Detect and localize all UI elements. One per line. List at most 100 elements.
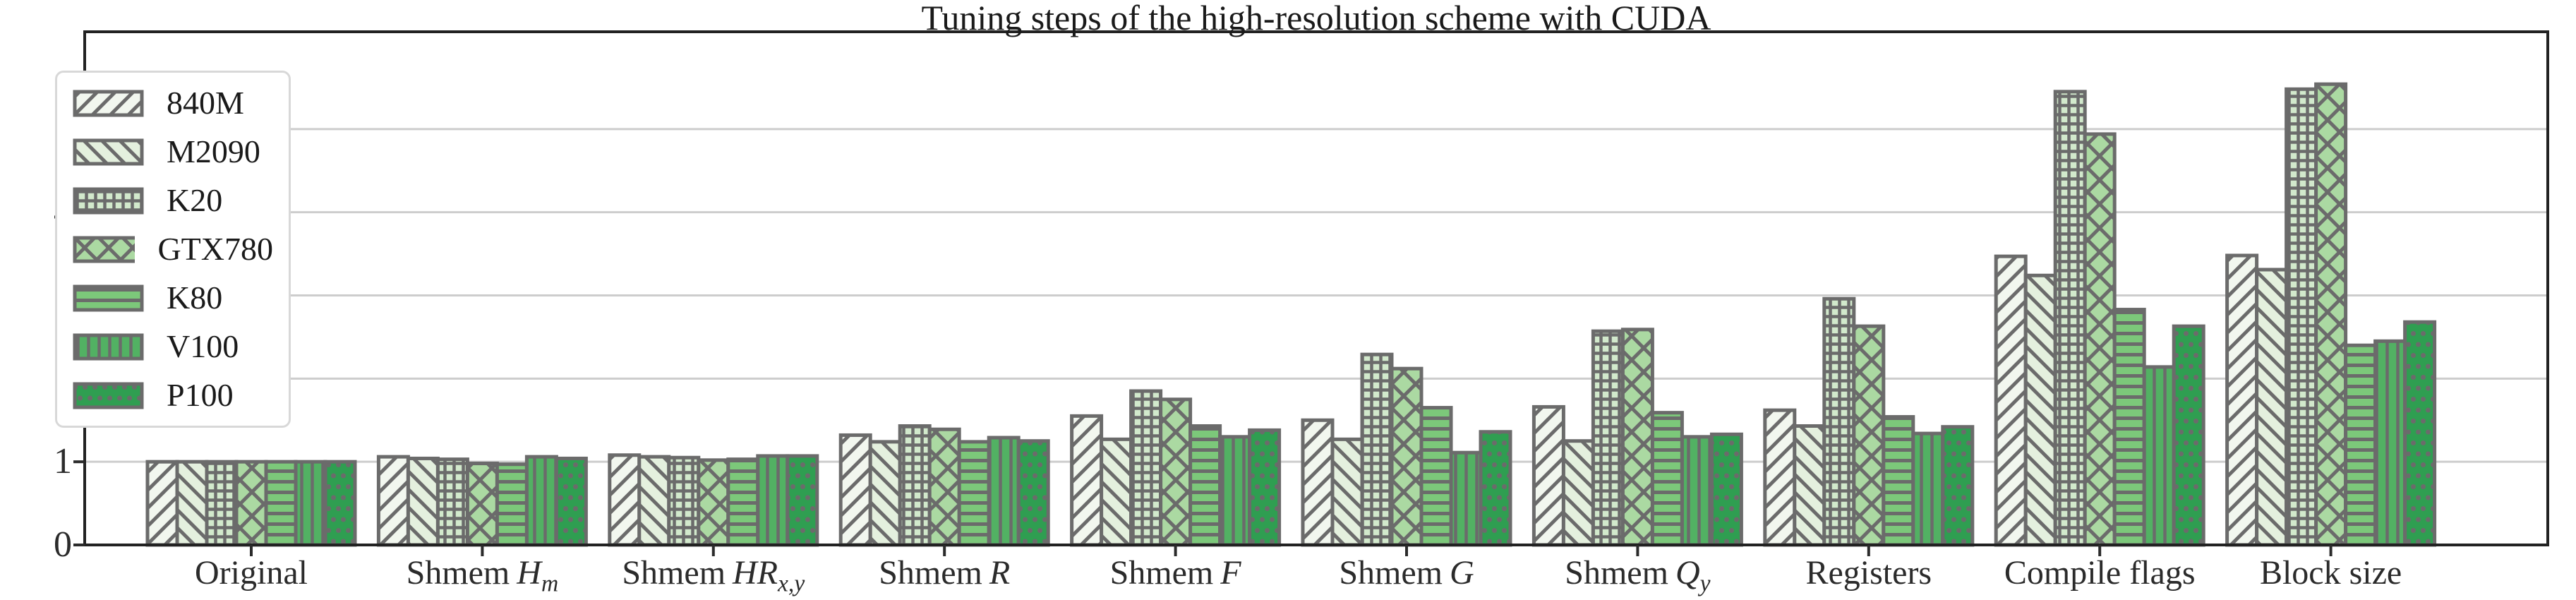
swatch-edge bbox=[73, 284, 144, 311]
bar-hatch-840M bbox=[1534, 407, 1564, 545]
x-tick-text: Registers bbox=[1805, 554, 1932, 592]
x-tick-label-0: Original bbox=[82, 553, 421, 593]
legend-label: 840M bbox=[167, 85, 244, 121]
legend-swatch-K80 bbox=[73, 284, 144, 311]
bar-hatch-K80 bbox=[1421, 407, 1451, 545]
x-tick-label-9: Block size bbox=[2162, 553, 2500, 593]
x-tick-text: Shmem bbox=[879, 554, 982, 592]
x-tick-label-7: Registers bbox=[1699, 553, 2038, 593]
bar-hatch-GTX780 bbox=[467, 463, 498, 545]
bar-group-4 bbox=[1070, 389, 1282, 547]
bar-hatch-K20 bbox=[900, 426, 930, 545]
x-tick-subscript: m bbox=[541, 570, 559, 597]
x-tick-text: Shmem bbox=[1565, 554, 1668, 592]
x-tick-math: H bbox=[517, 554, 541, 592]
bar-hatch-K80 bbox=[1883, 416, 1913, 545]
bar-group-6 bbox=[1531, 328, 1743, 547]
bar-hatch-P100 bbox=[1481, 431, 1510, 545]
x-tick-subscript: x,y bbox=[778, 570, 805, 597]
swatch-edge bbox=[73, 90, 144, 116]
bar-group-1 bbox=[376, 455, 588, 547]
bar-hatch-K80 bbox=[1190, 426, 1220, 545]
swatch-hatch bbox=[75, 286, 142, 310]
legend-label: K20 bbox=[167, 182, 223, 218]
legend-item-GTX780: GTX780 bbox=[73, 233, 273, 265]
bar-hatch-K20 bbox=[1593, 331, 1623, 545]
y-tick-label-1: 1 bbox=[54, 441, 72, 482]
bar-hatch-M2090 bbox=[2256, 269, 2287, 545]
legend-item-840M: 840M bbox=[73, 87, 273, 119]
bar-hatch-840M bbox=[1303, 420, 1332, 545]
bar-hatch-840M bbox=[609, 455, 639, 545]
bar-hatch-M2090 bbox=[1101, 439, 1131, 545]
bar-group-3 bbox=[838, 424, 1050, 547]
bar-hatch-P100 bbox=[2405, 322, 2435, 545]
legend: 840M M2090 K20 GTX780 K80 V100 P100 bbox=[55, 71, 291, 428]
x-tick-math: HR bbox=[733, 554, 778, 592]
bar-hatch-K20 bbox=[2286, 89, 2316, 546]
legend-label: M2090 bbox=[167, 133, 260, 169]
bar-hatch-K20 bbox=[2055, 91, 2086, 545]
swatch-hatch bbox=[75, 335, 142, 359]
bar-hatch-GTX780 bbox=[2085, 133, 2115, 545]
legend-item-K80: K80 bbox=[73, 282, 273, 314]
bar-hatch-P100 bbox=[2174, 326, 2204, 545]
x-tick-label-8: Compile flags bbox=[1930, 553, 2269, 593]
bar-hatch-GTX780 bbox=[1623, 329, 1653, 545]
x-tick-text: Original bbox=[195, 554, 308, 592]
bar-hatch-M2090 bbox=[870, 441, 901, 545]
bar-hatch-P100 bbox=[787, 455, 817, 545]
bar-hatch-P100 bbox=[325, 462, 355, 545]
bar-hatch-M2090 bbox=[1563, 440, 1594, 545]
bar-hatch-840M bbox=[1996, 256, 2026, 545]
x-tick-label-5: Shmem G bbox=[1237, 553, 1576, 593]
x-tick-text: Shmem bbox=[1339, 554, 1443, 592]
swatch-edge bbox=[73, 382, 144, 409]
bar-hatch-M2090 bbox=[408, 458, 438, 545]
legend-item-K20: K20 bbox=[73, 184, 273, 217]
bar-hatch-GTX780 bbox=[1853, 326, 1884, 545]
swatch-edge bbox=[73, 187, 144, 214]
bar-group-8 bbox=[1994, 90, 2205, 547]
bar-hatch-840M bbox=[148, 462, 177, 545]
bar-hatch-K20 bbox=[1131, 391, 1161, 545]
legend-item-V100: V100 bbox=[73, 330, 273, 363]
bar-hatch-K20 bbox=[207, 462, 236, 545]
x-tick-math: R bbox=[989, 554, 1011, 592]
bar-hatch-M2090 bbox=[1794, 426, 1824, 545]
legend-swatch-P100 bbox=[73, 382, 144, 409]
bar-group-5 bbox=[1301, 352, 1512, 547]
bar-hatch-GTX780 bbox=[1160, 399, 1191, 545]
bar-hatch-M2090 bbox=[177, 462, 207, 545]
x-tick-label-4: Shmem F bbox=[1006, 553, 1345, 593]
bar-hatch-840M bbox=[2227, 255, 2257, 545]
x-tick-label-6: Shmem Qy bbox=[1468, 553, 1807, 600]
bar-group-2 bbox=[608, 453, 819, 547]
bar-hatch-M2090 bbox=[2026, 275, 2056, 545]
bar-hatch-K20 bbox=[438, 459, 468, 545]
bar-hatch-K20 bbox=[1362, 354, 1392, 545]
bar-hatch-P100 bbox=[1711, 434, 1742, 545]
x-tick-label-1: Shmem Hm bbox=[313, 553, 651, 600]
bar-hatch-GTX780 bbox=[1392, 368, 1421, 545]
x-tick-text: Shmem bbox=[622, 554, 726, 592]
swatch-hatch bbox=[75, 237, 136, 261]
x-tick-text: Shmem bbox=[406, 554, 510, 592]
x-tick-label-3: Shmem R bbox=[775, 553, 1114, 593]
bar-hatch-M2090 bbox=[1332, 439, 1362, 545]
chart-title: Tuning steps of the high-resolution sche… bbox=[921, 0, 1711, 37]
bar-hatch-840M bbox=[841, 435, 871, 545]
legend-swatch-840M bbox=[73, 90, 144, 116]
y-tick-label-0: 0 bbox=[54, 524, 72, 565]
legend-label: P100 bbox=[167, 377, 234, 413]
swatch-hatch bbox=[75, 188, 142, 212]
bar-hatch-V100 bbox=[296, 462, 325, 545]
x-tick-math: F bbox=[1220, 554, 1241, 592]
bar-hatch-GTX780 bbox=[2316, 84, 2346, 546]
bar-hatch-840M bbox=[1071, 416, 1102, 545]
bar-hatch-GTX780 bbox=[698, 460, 728, 545]
x-tick-label-2: Shmem HRx,y bbox=[544, 553, 883, 600]
bar-hatch-V100 bbox=[1451, 452, 1481, 545]
